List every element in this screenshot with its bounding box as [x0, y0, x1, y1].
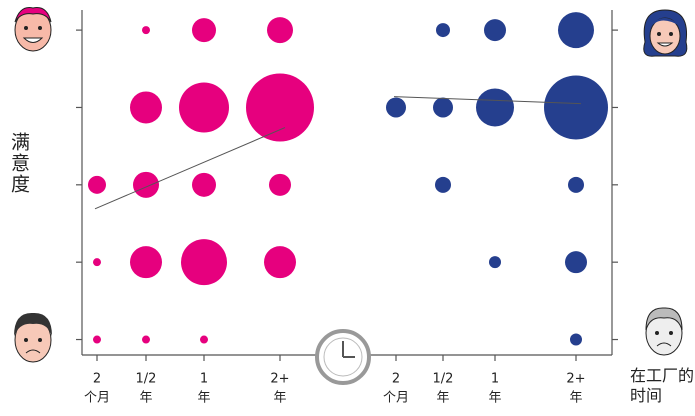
bubble: [88, 176, 106, 194]
bubble: [436, 23, 450, 37]
bubble: [435, 177, 451, 193]
bubble: [568, 177, 584, 193]
x-tick-label: 2: [392, 372, 400, 387]
bubble: [142, 336, 150, 344]
bubble: [179, 82, 229, 132]
bubble: [142, 26, 150, 34]
chart: 2 个月 1/2 年 1 年 2+ 年 2 个月 1/2 年 1 年 2+ 年: [0, 0, 695, 416]
bubble: [386, 97, 406, 117]
x-axis-label: 在工厂的时间: [630, 366, 695, 406]
bubble: [192, 173, 216, 197]
grey-sad-face: [646, 308, 682, 355]
x-tick-unit: 年: [488, 391, 501, 406]
bubble: [489, 256, 501, 268]
bubble: [133, 172, 159, 198]
x-tick-unit: 年: [436, 391, 449, 406]
bubble: [484, 19, 506, 41]
x-tick-label: 1: [200, 372, 208, 387]
clock-icon: [317, 331, 369, 383]
x-tick-label: 2: [93, 372, 101, 387]
bubble: [267, 17, 293, 43]
bubble: [192, 18, 216, 42]
bubble: [558, 12, 594, 48]
x-tick-label: 1: [491, 372, 499, 387]
bubble: [433, 97, 453, 117]
page: 2 个月 1/2 年 1 年 2+ 年 2 个月 1/2 年 1 年 2+ 年 满意度 在工厂的时间: [0, 0, 695, 416]
x-tick-label: 1/2: [136, 372, 157, 387]
bubble: [93, 336, 101, 344]
bubble: [246, 73, 314, 141]
bubble: [269, 174, 291, 196]
bubble: [264, 246, 296, 278]
bubble: [130, 91, 162, 123]
bubble: [93, 258, 101, 266]
x-tick-unit: 年: [273, 391, 286, 406]
woman-face: [644, 10, 687, 56]
bubble: [570, 334, 582, 346]
x-tick-label: 2+: [566, 372, 585, 387]
sad-face: [14, 313, 52, 362]
x-tick-unit: 个月: [383, 391, 409, 406]
x-tick-unit: 个月: [84, 391, 110, 406]
bubble: [544, 75, 608, 139]
trend-line: [95, 128, 285, 209]
y-axis-label: 满意度: [6, 132, 33, 195]
x-tick-unit: 年: [569, 391, 582, 406]
happy-face: [15, 8, 51, 51]
x-tick-label: 1/2: [433, 372, 454, 387]
bubble: [181, 239, 227, 285]
bubble: [565, 251, 587, 273]
bubble: [200, 336, 208, 344]
x-tick-unit: 年: [139, 391, 152, 406]
bubble: [130, 246, 162, 278]
bubble: [476, 88, 514, 126]
x-tick-label: 2+: [270, 372, 289, 387]
x-tick-unit: 年: [197, 391, 210, 406]
